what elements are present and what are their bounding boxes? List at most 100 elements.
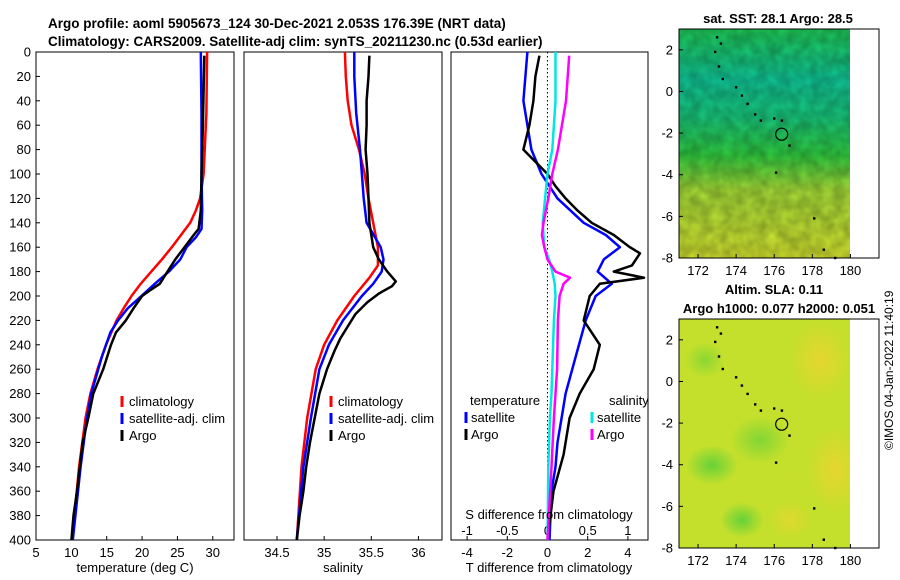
map-y-tick-label: -4 (661, 167, 673, 182)
sla-axes-box (678, 318, 880, 549)
y-tick-label: 100 (9, 167, 31, 182)
island-mark (773, 407, 776, 410)
difference-xlabel: T difference from climatology (466, 560, 633, 575)
map-y-tick-label: -6 (661, 209, 673, 224)
series-line-argo (295, 55, 398, 541)
legend-title-salinity: salinity (609, 393, 649, 408)
sla-map-panel: Altim. SLA: 0.11 Argo h1000: 0.077 h2000… (661, 282, 880, 568)
map-x-tick-label: 172 (687, 263, 709, 278)
island-mark (740, 384, 744, 387)
series-line-satellite-adj-clim (71, 51, 204, 541)
island-mark (822, 248, 825, 251)
island-mark (721, 367, 724, 371)
x-tick-label: -4 (461, 545, 473, 560)
x2-tick-label: -0.5 (496, 523, 518, 538)
island-mark (746, 392, 749, 396)
temperature-xlabel: temperature (deg C) (76, 560, 193, 575)
x-tick-label: 35.5 (359, 545, 384, 560)
map-x-tick-label: 180 (840, 553, 862, 568)
sla-texture (685, 320, 863, 540)
legend-label: climatology (338, 394, 404, 409)
map-y-tick-label: -6 (661, 499, 673, 514)
legend-label: Argo (597, 427, 624, 442)
x-tick-label: 35 (317, 545, 331, 560)
y-tick-label: 160 (9, 240, 31, 255)
x-tick-label: 15 (99, 545, 113, 560)
island-mark (754, 113, 757, 116)
y-tick-label: 40 (17, 93, 31, 108)
salinity-xlabel: salinity (323, 560, 363, 575)
island-mark (813, 217, 816, 220)
sla-blank-region (850, 319, 879, 548)
sla-coastline (714, 326, 837, 550)
temperature-legend: climatology satellite-adj. clim Argo (120, 394, 225, 443)
island-mark (813, 507, 816, 510)
x-tick-label: 30 (206, 545, 220, 560)
legend-label: climatology (129, 394, 195, 409)
map-y-tick-label: 2 (666, 332, 673, 347)
x-tick-label: 20 (135, 545, 149, 560)
series-line-s-satellite (541, 52, 557, 541)
salinity-panel: 34.5 35 35.5 36 salinity climatology satelli… (243, 51, 443, 575)
map-y-tick-label: -8 (661, 251, 673, 266)
island-mark (774, 171, 778, 174)
sst-texture (679, 29, 850, 258)
island-mark (780, 119, 784, 122)
y-tick-label: 200 (9, 289, 31, 304)
map-y-tick-label: 2 (666, 42, 673, 57)
sst-ticks: 172 174 176 178 180 -8 -6 -4 -2 0 2 (661, 42, 861, 278)
temperature-series (70, 51, 209, 541)
x-tick-label: 10 (64, 545, 78, 560)
island-mark (759, 119, 763, 122)
island-mark (773, 117, 776, 120)
legend-label: satellite (471, 410, 515, 425)
island-mark (834, 256, 837, 260)
legend-title-temperature: temperature (470, 393, 540, 408)
x-tick-label: 4 (624, 545, 631, 560)
map-y-tick-label: -8 (661, 541, 673, 556)
temperature-ticks: 5 10 15 20 25 3002040608010012014016018020022… (9, 45, 220, 561)
sst-blank-region (850, 29, 879, 258)
map-y-tick-label: 0 (666, 84, 673, 99)
temperature-axes-box (35, 51, 235, 541)
map-y-tick-label: -2 (661, 416, 673, 431)
x2-tick-label: 1 (624, 523, 631, 538)
map-x-tick-label: 174 (725, 263, 747, 278)
difference-series (522, 51, 646, 541)
island-mark (734, 86, 738, 89)
y-tick-label: 120 (9, 191, 31, 206)
map-x-tick-label: 176 (763, 553, 785, 568)
map-x-tick-label: 180 (840, 263, 862, 278)
island-mark (780, 409, 784, 412)
island-mark (717, 65, 721, 68)
y-tick-label: 60 (17, 118, 31, 133)
legend-label: Argo (471, 427, 498, 442)
y-tick-label: 340 (9, 459, 31, 474)
sst-coastline (714, 36, 837, 260)
x-tick-label: 34.5 (264, 545, 289, 560)
y-tick-label: 220 (9, 313, 31, 328)
map-y-tick-label: -4 (661, 457, 673, 472)
island-mark (717, 355, 721, 358)
x-tick-label: 25 (170, 545, 184, 560)
island-mark (719, 332, 723, 335)
header-line1: Argo profile: aoml 5905673_124 30-Dec-20… (48, 16, 506, 31)
map-x-tick-label: 178 (801, 553, 823, 568)
temperature-panel: 5 10 15 20 25 3002040608010012014016018020022… (9, 45, 235, 575)
sst-map-title: sat. SST: 28.1 Argo: 28.5 (703, 11, 853, 26)
x2-tick-label: -1 (461, 523, 473, 538)
island-mark (788, 434, 791, 437)
y-tick-label: 260 (9, 362, 31, 377)
x-tick-label: 2 (584, 545, 591, 560)
legend-label: Argo (338, 428, 365, 443)
island-mark (734, 376, 738, 379)
island-mark (788, 144, 791, 147)
map-y-tick-label: 0 (666, 374, 673, 389)
map-x-tick-label: 172 (687, 553, 709, 568)
y-tick-label: 80 (17, 142, 31, 157)
series-line-t-satellite (522, 51, 622, 541)
island-mark (721, 77, 724, 81)
island-mark (746, 102, 749, 106)
y-tick-label: 360 (9, 484, 31, 499)
